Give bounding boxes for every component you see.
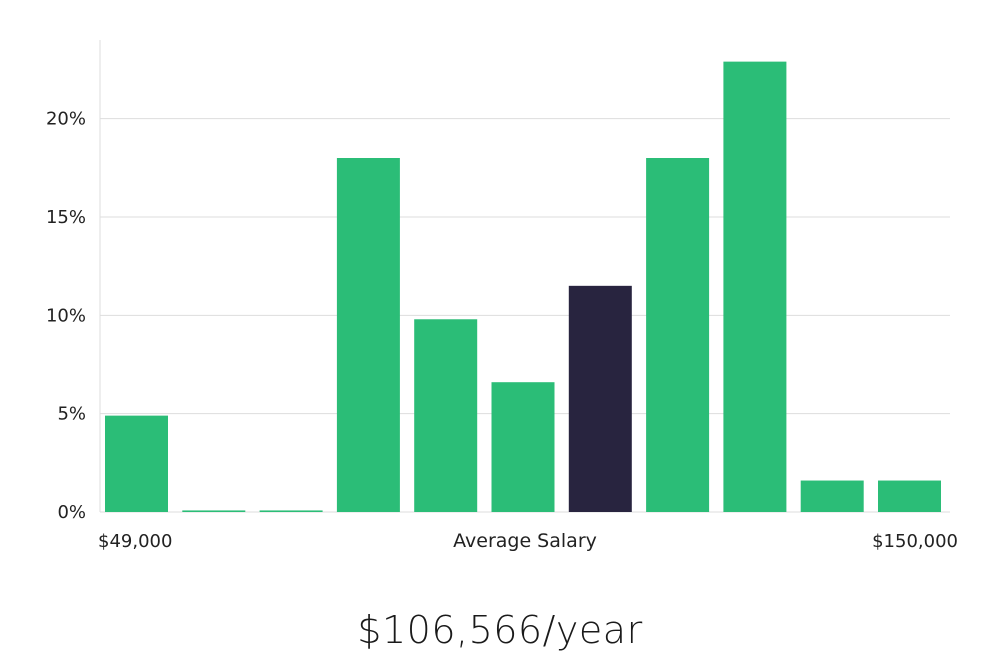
- bar: [491, 382, 555, 512]
- bar: [878, 480, 941, 512]
- y-tick-label: 0%: [57, 502, 86, 523]
- y-tick-label: 20%: [46, 109, 86, 130]
- bar: [414, 319, 478, 512]
- y-tick-label: 5%: [57, 404, 86, 425]
- bar-highlighted: [568, 285, 632, 512]
- salary-histogram: 0% 5% 10% 15% 20% $49,000 Average Salary $15…: [46, 40, 958, 552]
- y-tick-label: 15%: [46, 207, 86, 228]
- bar: [259, 510, 323, 512]
- average-salary-value: $106,566/year: [357, 608, 643, 652]
- y-axis-ticks: 0% 5% 10% 15% 20%: [46, 109, 86, 523]
- x-axis-label: Average Salary: [453, 530, 597, 552]
- bar: [105, 415, 168, 512]
- bar: [336, 158, 400, 512]
- x-max-label: $150,000: [872, 531, 958, 552]
- bars: [105, 61, 941, 513]
- bar: [182, 510, 246, 512]
- bar: [646, 158, 710, 512]
- y-tick-label: 10%: [46, 305, 86, 326]
- bar: [723, 61, 787, 513]
- bar: [800, 480, 864, 512]
- x-min-label: $49,000: [98, 531, 172, 552]
